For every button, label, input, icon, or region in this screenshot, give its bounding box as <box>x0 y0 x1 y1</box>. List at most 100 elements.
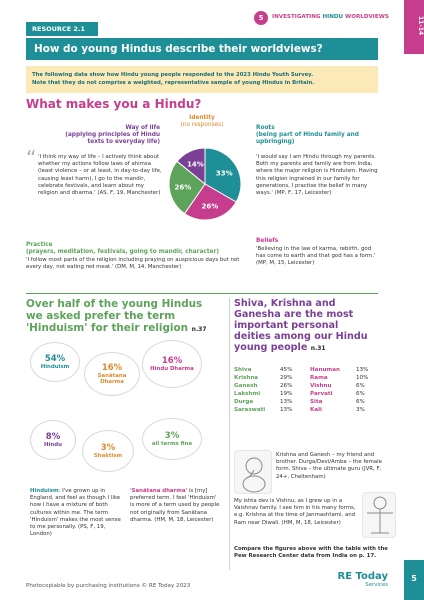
practice-title: Practice (prayers, meditation, festivals… <box>26 242 246 256</box>
term-bubble-percent: 54% <box>44 353 66 364</box>
roots-quote: 'I would say I am Hindu through my paren… <box>256 154 378 197</box>
section-number-badge: 5 <box>254 11 268 25</box>
deity-name: Ganesh <box>234 383 258 389</box>
hinduism-quote: Hinduism: I've grown up in England, and … <box>30 488 121 538</box>
way-of-life-quote: 'I think my way of life – I actively thi… <box>38 154 162 197</box>
deity-percent: 6% <box>356 391 365 397</box>
term-bubble-percent: 16% <box>101 362 123 373</box>
footer-copyright: Photocopiable by purchasing institutions… <box>26 583 191 589</box>
re-today-logo: RE Today Services <box>337 571 389 589</box>
pie-slice-roots <box>204 147 242 203</box>
deity-row: Lakshmi 19% Parvati 6% <box>234 390 384 398</box>
term-bubble: 16% Hindu Dharma <box>142 340 202 388</box>
deity-name: Hanuman <box>310 367 341 373</box>
deity-name: Saraswati <box>234 407 266 413</box>
age-range-tab <box>404 0 424 54</box>
section-divider <box>26 293 378 294</box>
section3-heading: Shiva, Krishna and Ganesha are the most … <box>234 298 368 353</box>
term-bubble-label: Shaktism <box>93 452 123 459</box>
pie-slice-practice <box>168 160 206 215</box>
pie-label-beliefs: 26% <box>202 202 219 210</box>
identity-sub: (no responses) <box>180 122 224 128</box>
deity-name: Parvati <box>310 391 333 397</box>
deity-percent: 26% <box>280 383 293 389</box>
term-bubble: 16% Sanātana Dharma <box>84 352 140 396</box>
page-number-tab <box>404 560 424 600</box>
intro-line1: The following data show how Hindu young … <box>32 72 314 78</box>
practice-quote: 'I follow most parts of the religion inc… <box>26 257 240 271</box>
term-bubble-label: Hindu <box>44 441 62 448</box>
term-bubble: 8% Hindu <box>30 420 76 460</box>
term-bubble-percent: 8% <box>45 431 61 442</box>
term-bubble-label: Hinduism <box>40 363 70 370</box>
deity-percent: 19% <box>280 391 293 397</box>
deity-row: Saraswati 13% Kali 3% <box>234 406 384 414</box>
term-bubble-percent: 3% <box>100 442 116 453</box>
compare-note: Compare the figures above with the table… <box>234 546 388 559</box>
section2-n: n.37 <box>191 326 207 333</box>
page-title: How do young Hindus describe their world… <box>34 43 323 55</box>
intro-line2: Note that they do not comprise a weighte… <box>32 80 315 86</box>
deity-name: Durga <box>234 399 254 405</box>
term-bubble: 3% all terms fine <box>142 418 202 460</box>
deity-percent: 13% <box>280 399 293 405</box>
term-bubble-percent: 3% <box>164 430 180 441</box>
pie-label-way-of-life: 14% <box>187 160 204 168</box>
practice-sub: (prayers, meditation, festivals, going t… <box>26 249 220 255</box>
deity-percent: 45% <box>280 367 293 373</box>
term-bubble-label: Sanātana Dharma <box>97 372 127 386</box>
deity-row: Durga 13% Sita 6% <box>234 398 384 406</box>
quote-mark-icon: “ <box>26 146 37 170</box>
way-of-life-title: Way of life (applying principles of Hind… <box>50 125 160 146</box>
vishnu-illustration <box>362 492 396 538</box>
identity-label: Identity (no responses) <box>170 115 234 129</box>
beliefs-quote: 'Believing in the law of karma, rebirth,… <box>256 246 376 267</box>
title-bar <box>26 38 378 60</box>
sanatana-quote: 'Sanātana dharma' is [my] preferred term… <box>130 488 220 523</box>
intro-box: The following data show how Hindu young … <box>26 66 378 93</box>
deity-name: Shiva <box>234 367 252 373</box>
roots-sub: (being part of Hindu family and upbringi… <box>256 132 359 145</box>
deity-name: Krishna <box>234 375 259 381</box>
section3-n: n.31 <box>310 345 326 352</box>
deity-row: Shiva 45% Hanuman 13% <box>234 366 384 374</box>
term-bubble-label: Hindu Dharma <box>150 365 194 372</box>
section1-heading: What makes you a Hindu? <box>26 97 202 111</box>
deity-name: Rama <box>310 375 328 381</box>
deity-percent: 13% <box>280 407 293 413</box>
beliefs-title: Beliefs <box>256 238 279 244</box>
term-bubble-percent: 16% <box>161 355 183 366</box>
resource-tag: RESOURCE 2.1 <box>26 22 98 36</box>
ganesha-illustration <box>234 450 272 494</box>
term-bubble: 54% Hinduism <box>30 342 80 382</box>
deity-name: Kali <box>310 407 322 413</box>
deity-percent: 6% <box>356 399 365 405</box>
deities-table: Shiva 45% Hanuman 13% Krishna 29% Rama 10% Ganes… <box>234 366 384 414</box>
deity-name: Sita <box>310 399 323 405</box>
pie-label-practice: 26% <box>175 184 192 192</box>
deity-percent: 3% <box>356 407 365 413</box>
pie-slice-beliefs <box>183 183 237 221</box>
vishnu-quote: My ishta dev is Vishnu, as I grew up in … <box>234 498 356 526</box>
term-bubble-label: all terms fine <box>151 440 193 447</box>
deity-percent: 10% <box>356 375 369 381</box>
deity-percent: 6% <box>356 383 365 389</box>
section-title: INVESTIGATING HINDU WORLDVIEWS <box>272 14 389 20</box>
column-divider <box>229 298 230 570</box>
term-bubble: 3% Shaktism <box>82 430 134 472</box>
age-range-label: 11-14 <box>417 16 424 36</box>
deity-percent: 29% <box>280 375 293 381</box>
deity-name: Vishnu <box>310 383 332 389</box>
deity-row: Ganesh 26% Vishnu 6% <box>234 382 384 390</box>
way-of-life-sub: (applying principles of Hindu texts to e… <box>65 132 160 145</box>
roots-title: Roots (being part of Hindu family and up… <box>256 125 386 146</box>
deity-percent: 13% <box>356 367 369 373</box>
worldview-pie-chart: 33% 26% 26% 14% <box>168 147 242 221</box>
pie-label-roots: 33% <box>216 169 233 177</box>
deity-row: Krishna 29% Rama 10% <box>234 374 384 382</box>
pie-slice-way-of-life <box>176 147 206 186</box>
deity-name: Lakshmi <box>234 391 261 397</box>
page-number: 5 <box>411 574 417 583</box>
section2-heading: Over half of the young Hindus we asked p… <box>26 298 207 334</box>
krishna-ganesh-quote: Krishna and Ganesh – my friend and broth… <box>276 452 382 480</box>
